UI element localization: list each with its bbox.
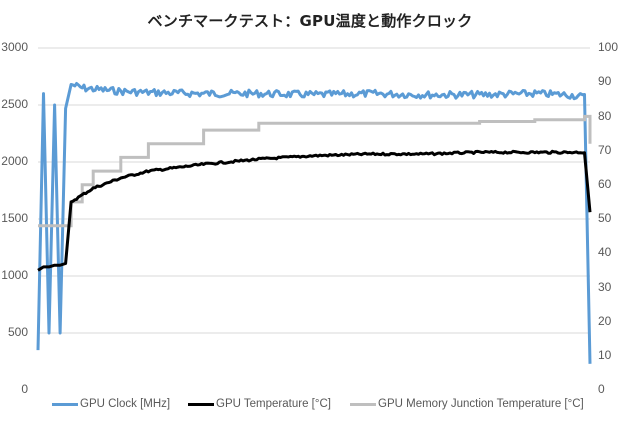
right-tick: 70 bbox=[598, 143, 612, 157]
legend-item-gpu-memory-junction-temperature: GPU Memory Junction Temperature [°C] bbox=[350, 398, 584, 410]
series-gpu-memory-junction-temp bbox=[38, 114, 592, 228]
legend-item-gpu-temperature: GPU Temperature [°C] bbox=[188, 398, 331, 410]
left-tick: 2000 bbox=[1, 154, 28, 168]
left-tick: 3000 bbox=[1, 40, 28, 54]
left-tick: 1500 bbox=[1, 211, 28, 225]
gridlines bbox=[38, 47, 590, 334]
right-tick: 40 bbox=[598, 245, 612, 259]
legend-swatch-black bbox=[188, 402, 214, 406]
right-tick: 50 bbox=[598, 211, 612, 225]
right-tick: 100 bbox=[598, 40, 619, 54]
legend-swatch-blue bbox=[52, 402, 78, 406]
left-tick: 0 bbox=[21, 382, 28, 396]
legend-label: GPU Clock [MHz] bbox=[80, 398, 171, 410]
chart-title: ベンチマークテスト：GPU温度と動作クロック bbox=[147, 12, 473, 30]
legend-item-gpu-clock: GPU Clock [MHz] bbox=[52, 398, 170, 410]
legend-swatch-gray bbox=[350, 402, 376, 406]
legend-label: GPU Temperature [°C] bbox=[216, 398, 331, 410]
right-tick: 90 bbox=[598, 74, 612, 88]
right-tick: 30 bbox=[598, 280, 612, 294]
series-gpu-temperature bbox=[37, 149, 592, 272]
right-tick: 20 bbox=[598, 314, 612, 328]
left-tick: 1000 bbox=[1, 268, 28, 282]
legend-label: GPU Memory Junction Temperature [°C] bbox=[378, 398, 584, 410]
right-tick: 80 bbox=[598, 109, 612, 123]
left-tick: 500 bbox=[7, 325, 28, 339]
right-tick: 10 bbox=[598, 348, 612, 362]
right-tick: 60 bbox=[598, 177, 612, 191]
right-tick: 0 bbox=[598, 382, 605, 396]
left-tick: 2500 bbox=[1, 97, 28, 111]
series-gpu-clock bbox=[36, 82, 592, 364]
legend: GPU Clock [MHz] GPU Temperature [°C] GPU… bbox=[0, 398, 620, 416]
